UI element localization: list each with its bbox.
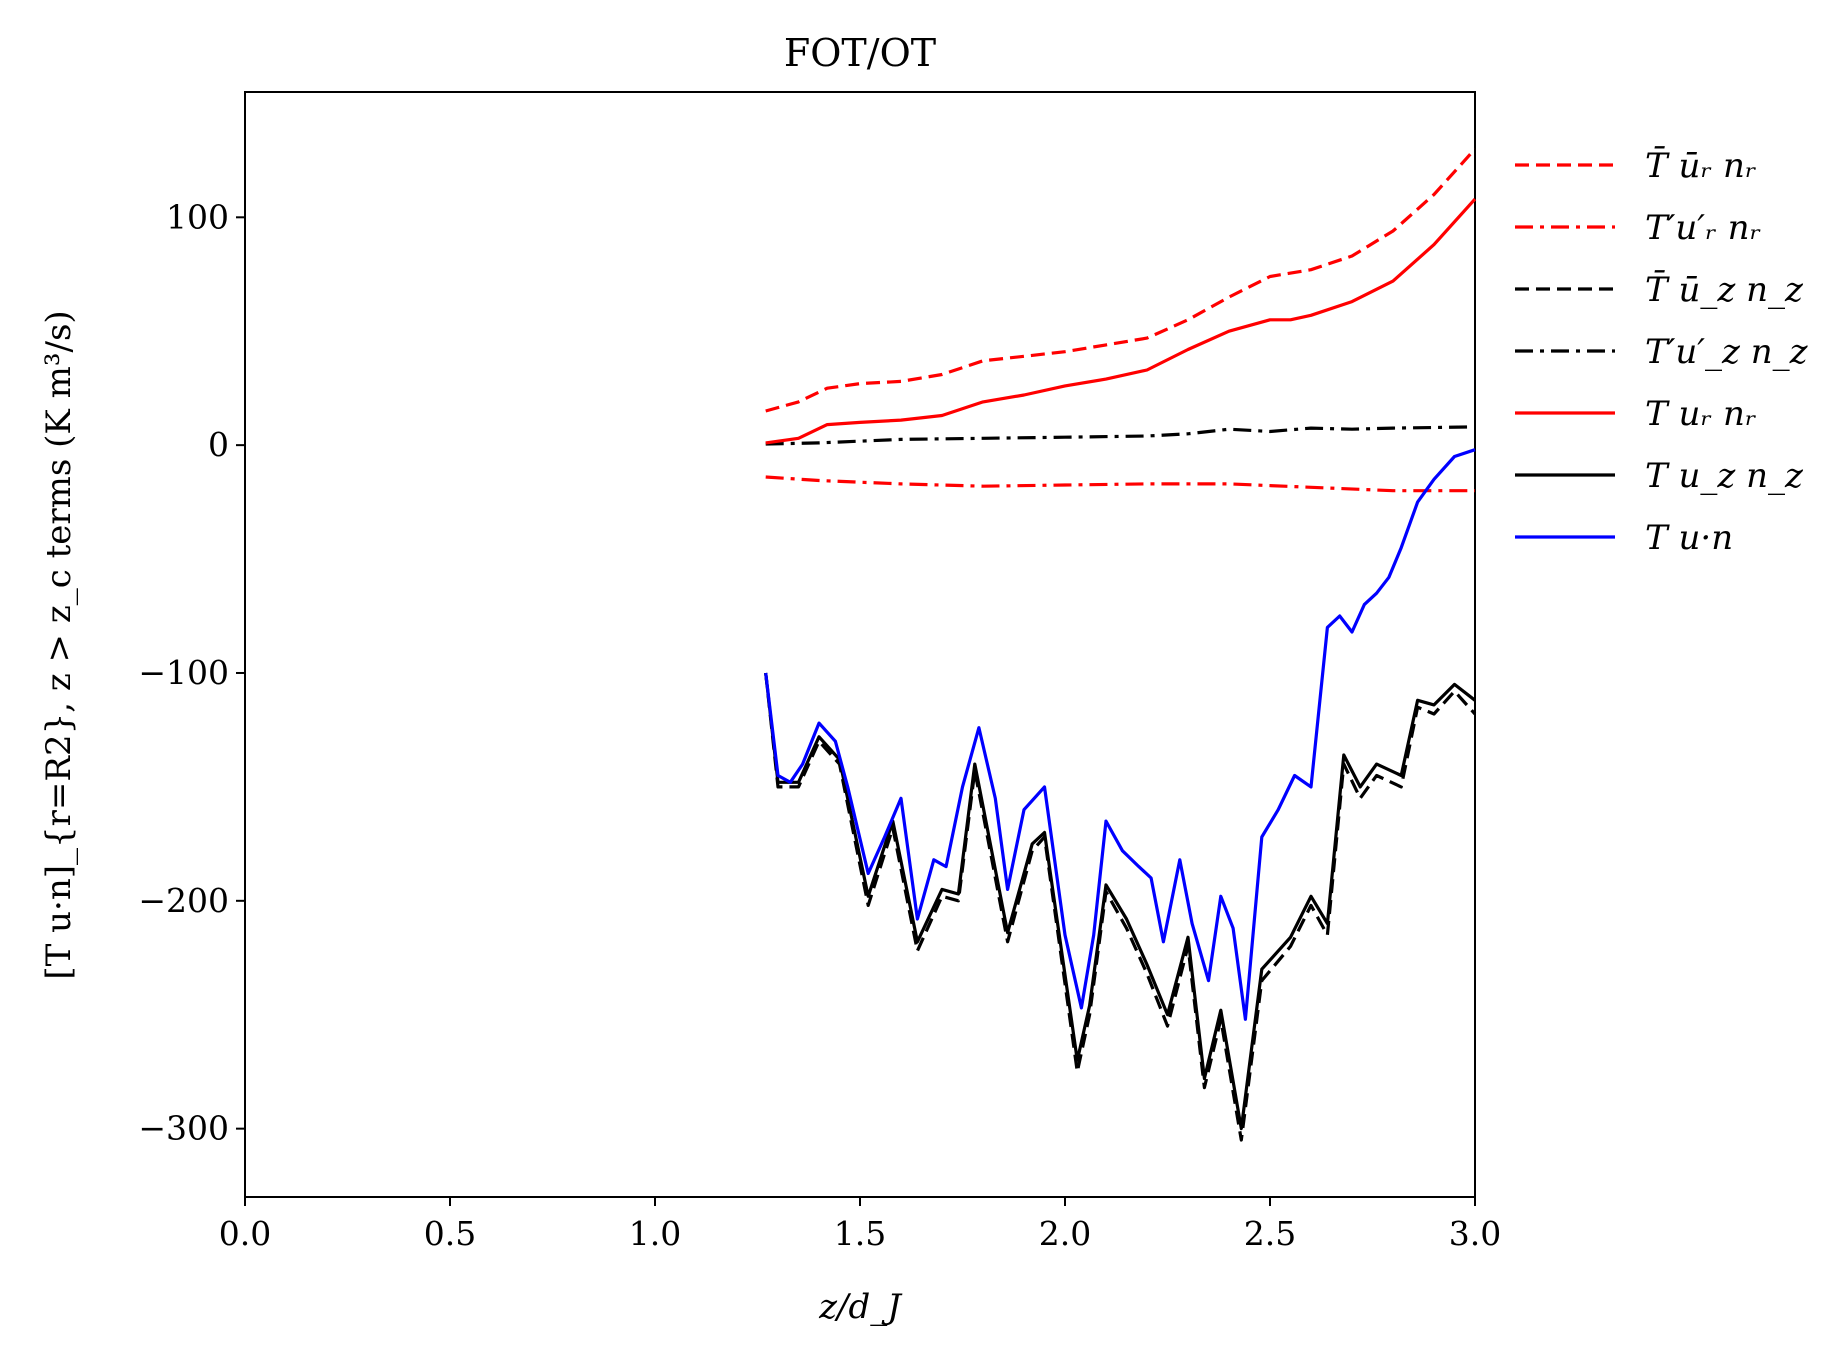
legend-label-3: T′u′_z n_z	[1645, 332, 1809, 372]
legend-label-2: T̄ ū_z n_z	[1645, 269, 1804, 310]
chart-title: FOT/OT	[784, 31, 936, 75]
x-axis-label: z/d_J	[818, 1287, 903, 1327]
legend-label-5: T u_z n_z	[1645, 456, 1804, 496]
legend-label-6: T u·n	[1645, 518, 1733, 558]
y-tick-label: −100	[138, 653, 229, 692]
y-tick-label: 0	[208, 425, 229, 464]
y-tick-label: −300	[138, 1109, 229, 1148]
series-line-5	[764, 672, 1476, 1131]
series-line-6	[764, 448, 1476, 1021]
x-tick-label: 2.0	[1039, 1214, 1091, 1253]
series-line-2	[764, 672, 1477, 1142]
x-axis-ticks: 0.0 0.5 1.0 1.5 2.0 2.5 3.0	[219, 1197, 1501, 1253]
legend-label-0: T̄ ūᵣ nᵣ	[1645, 145, 1757, 186]
legend-label-1: T′u′ᵣ nᵣ	[1645, 208, 1761, 248]
legend-label-4: T uᵣ nᵣ	[1645, 394, 1757, 434]
y-axis-ticks: −300 −200 −100 0 100	[138, 197, 245, 1148]
x-tick-label: 3.0	[1449, 1214, 1501, 1253]
series-line-3	[765, 425, 1476, 446]
series-layer	[764, 147, 1477, 1142]
plot-frame	[244, 91, 1476, 1198]
x-tick-label: 0.0	[219, 1214, 271, 1253]
y-tick-label: −200	[138, 881, 229, 920]
legend: T̄ ūᵣ nᵣ T′u′ᵣ nᵣ T̄ ū_z n_z T′u′_z n_z T uᵣ…	[1515, 145, 1809, 558]
x-tick-label: 2.5	[1244, 1214, 1296, 1253]
x-tick-label: 0.5	[424, 1214, 476, 1253]
x-tick-label: 1.5	[834, 1214, 886, 1253]
x-tick-label: 1.0	[629, 1214, 681, 1253]
series-line-1	[765, 475, 1475, 493]
series-line-4	[765, 198, 1477, 445]
y-tick-label: 100	[166, 197, 229, 236]
y-axis-label: [T u·n]_{r=R2}, z > z_c terms (K m³/s)	[39, 310, 79, 979]
series-line-0	[765, 147, 1477, 413]
